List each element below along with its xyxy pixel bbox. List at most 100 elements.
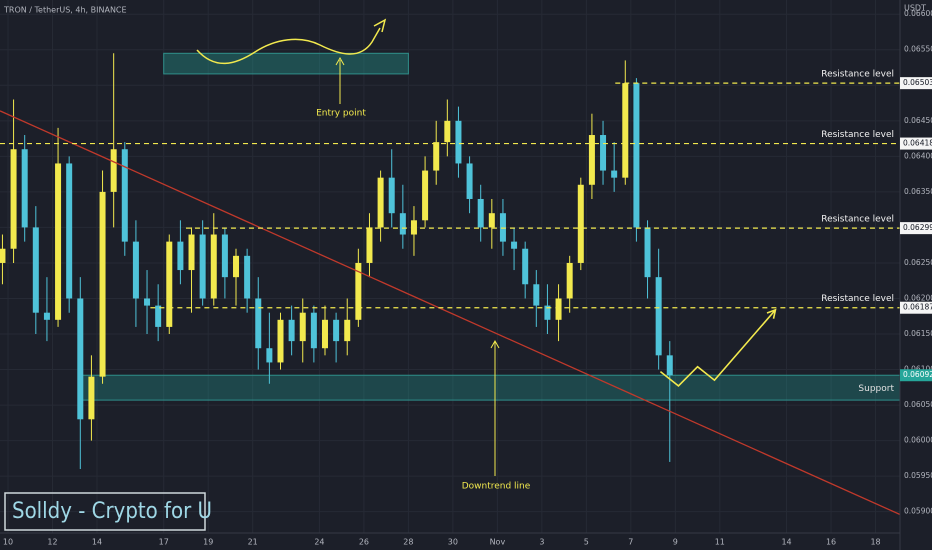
y-tick-label: 0.06200 <box>904 293 932 302</box>
candle-body <box>555 298 562 320</box>
y-tick-label: 0.06000 <box>904 436 932 445</box>
candle-body <box>544 305 551 320</box>
projection-arrow <box>766 308 777 319</box>
candle-body <box>199 234 206 299</box>
y-tick-label: 0.06600 <box>904 9 932 18</box>
candle-body <box>255 298 262 349</box>
candle-body <box>611 170 618 178</box>
candle-body <box>277 319 284 363</box>
candle-body <box>110 149 117 192</box>
x-tick-label: 18 <box>870 538 880 547</box>
candle-body <box>244 255 251 299</box>
x-tick-label: 5 <box>584 538 589 547</box>
x-tick-label: 16 <box>826 538 836 547</box>
x-tick-label: 14 <box>92 538 102 547</box>
candle-body <box>410 220 417 235</box>
x-tick-label: 17 <box>159 538 169 547</box>
overlays <box>0 82 901 516</box>
candle-body <box>600 135 607 171</box>
y-tick-label: 0.06550 <box>904 45 932 54</box>
y-axis-label: USDT <box>904 4 926 13</box>
candle-body <box>299 312 306 342</box>
candle-body <box>588 135 595 185</box>
candle-body <box>477 198 484 228</box>
watermark-box <box>4 492 206 531</box>
candle-body <box>166 241 173 327</box>
candle-body <box>333 319 340 342</box>
candle-body <box>221 234 228 278</box>
projection-path <box>659 309 777 387</box>
candle-body <box>121 149 128 242</box>
candle-body <box>310 312 317 349</box>
candle-body <box>77 298 84 420</box>
candle-body <box>622 83 629 178</box>
level-tag <box>900 137 932 150</box>
candle-body <box>644 227 651 278</box>
level-tag-label: 0.06503 <box>903 78 932 87</box>
entry-zone <box>163 52 409 75</box>
watermark: Solldy - Crypto for U <box>12 499 212 524</box>
candle-body <box>233 255 240 278</box>
candle-body <box>66 163 73 299</box>
support-zone <box>80 374 901 401</box>
level-tag <box>900 77 932 90</box>
entry-wave-arrow <box>373 18 387 33</box>
x-tick-label: 30 <box>448 538 458 547</box>
resistance-label: Resistance level <box>821 130 894 140</box>
x-tick-label: 14 <box>781 538 791 547</box>
y-tick-label: 0.05950 <box>904 471 932 480</box>
x-tick-label: 7 <box>628 538 633 547</box>
level-tag <box>900 222 932 235</box>
candle-body <box>666 355 673 376</box>
downtrend-line <box>0 110 901 516</box>
candle-body <box>511 241 518 249</box>
candle-body <box>21 149 28 228</box>
candle-body <box>444 120 451 143</box>
y-tick-label: 0.06150 <box>904 329 932 338</box>
candle-body <box>177 241 184 271</box>
chart-title: TRON / TetherUS, 4h, BINANCE <box>3 6 127 15</box>
y-tick-label: 0.06350 <box>904 187 932 196</box>
level-tag-label: 0.06187 <box>903 303 932 312</box>
candle-body <box>466 163 473 199</box>
candle-body <box>533 284 540 306</box>
candle-body <box>355 262 362 320</box>
x-tick-label: 11 <box>715 538 725 547</box>
candle-body <box>455 120 462 164</box>
resistance-label: Resistance level <box>821 294 894 304</box>
candle-body <box>377 177 384 228</box>
candle-body <box>10 149 17 249</box>
candle-body <box>422 170 429 221</box>
level-tag-label: 0.06418 <box>903 139 932 148</box>
entry-pointer-head <box>335 56 345 66</box>
x-tick-label: 24 <box>314 538 324 547</box>
x-tick-label: Nov <box>490 538 506 547</box>
entry-label: Entry point <box>316 109 366 119</box>
candle-body <box>399 213 406 235</box>
x-tick-label: 3 <box>539 538 544 547</box>
candle-body <box>288 319 295 342</box>
candle-body <box>388 177 395 214</box>
zones <box>80 52 901 401</box>
candle-body <box>566 262 573 299</box>
x-tick-label: 28 <box>403 538 413 547</box>
candle-body <box>522 248 529 285</box>
y-tick-label: 0.05900 <box>904 507 932 516</box>
candle-body <box>55 163 62 320</box>
candle-body <box>266 348 273 363</box>
candle-body <box>32 227 39 313</box>
candles <box>0 53 673 470</box>
candle-body <box>488 213 495 228</box>
candle-body <box>433 142 440 171</box>
candle-body <box>132 241 139 299</box>
resistance-label: Resistance level <box>821 70 894 80</box>
x-tick-label: 19 <box>203 538 213 547</box>
resistance-label: Resistance level <box>821 215 894 225</box>
candle-body <box>188 234 195 271</box>
entry-wave <box>196 27 381 65</box>
candle-body <box>321 319 328 349</box>
x-tick-label: 12 <box>47 538 57 547</box>
x-tick-label: 10 <box>3 538 13 547</box>
candle-body <box>155 305 162 327</box>
